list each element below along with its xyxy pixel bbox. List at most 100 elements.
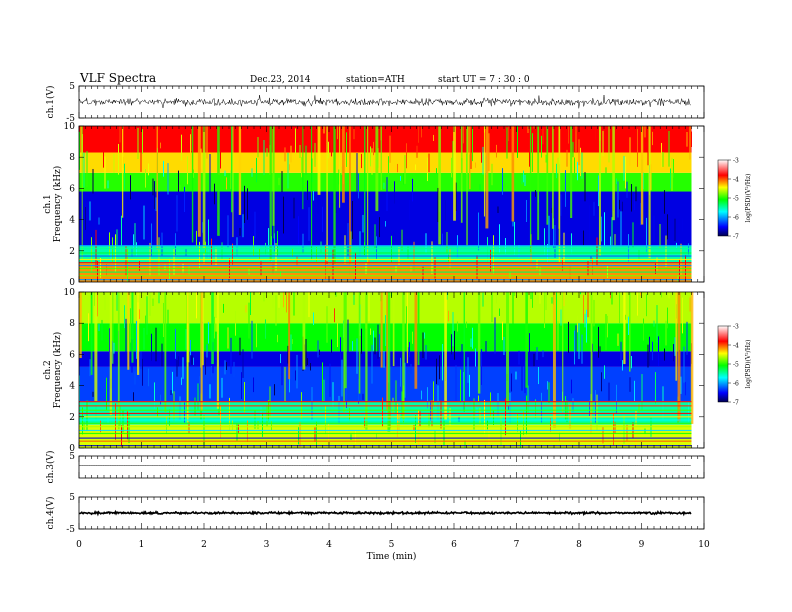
spectral-streak — [608, 126, 610, 163]
spectral-streak — [437, 385, 439, 421]
spectral-streak — [280, 271, 281, 277]
spectral-streak — [157, 407, 158, 418]
spectral-streak — [467, 126, 469, 153]
spectral-streak — [97, 292, 98, 317]
y-tick-label: 6 — [69, 350, 75, 360]
colorbar-tick-label: -6 — [733, 381, 739, 388]
spectral-streak — [346, 132, 347, 167]
spectral-streak — [565, 396, 566, 420]
colorbar-label: log(PSD)(V²/Hz) — [745, 174, 752, 223]
spectral-streak — [595, 126, 596, 140]
spectral-streak — [251, 320, 253, 359]
spectral-streak — [392, 126, 394, 150]
spectral-streak — [233, 361, 235, 377]
spectral-streak — [332, 249, 334, 281]
spectral-streak — [619, 292, 620, 324]
spectral-streak — [575, 325, 577, 355]
spectral-streak — [382, 126, 383, 135]
spectral-burst — [570, 126, 573, 219]
spectral-streak — [341, 359, 343, 397]
spectral-streak — [658, 126, 659, 143]
y-tick-label: 2 — [69, 247, 75, 257]
spectral-streak — [458, 416, 460, 422]
spectral-streak — [232, 420, 233, 431]
spectral-streak — [352, 341, 353, 351]
spectral-streak — [290, 145, 292, 163]
spectral-streak — [326, 306, 328, 343]
spectral-streak — [664, 348, 665, 361]
spectral-streak — [661, 142, 662, 168]
spectral-streak — [679, 258, 680, 282]
spectral-streak — [286, 292, 287, 313]
spectral-streak — [625, 156, 626, 189]
spectral-streak — [155, 197, 157, 212]
spectral-streak — [647, 147, 649, 166]
spectral-streak — [115, 403, 116, 440]
spectral-streak — [245, 305, 247, 313]
spectral-streak — [242, 349, 244, 378]
ch1-waveform-ylabel: ch.1(V) — [45, 86, 56, 119]
spectral-streak — [425, 233, 427, 253]
spectral-streak — [643, 172, 644, 190]
colorbar-tick-label: -4 — [733, 177, 739, 184]
tonal-line — [79, 275, 692, 277]
spectral-streak — [622, 201, 623, 212]
spectral-streak — [260, 405, 262, 420]
spectral-streak — [643, 318, 644, 341]
spectral-streak — [238, 424, 239, 433]
spectral-streak — [140, 351, 142, 369]
spectral-streak — [299, 144, 301, 159]
spectral-streak — [533, 126, 535, 129]
spectral-streak — [79, 131, 80, 170]
spectral-streak — [665, 235, 667, 267]
spectral-streak — [323, 379, 325, 403]
spectral-streak — [433, 381, 434, 406]
spectral-streak — [293, 197, 295, 219]
spectral-streak — [674, 337, 676, 356]
spectral-streak — [271, 421, 272, 431]
spectral-streak — [272, 292, 274, 309]
spectral-streak — [178, 356, 179, 367]
spectral-streak — [205, 241, 206, 254]
spectral-streak — [515, 126, 517, 148]
spectral-streak — [611, 292, 613, 305]
spectral-streak — [490, 249, 491, 273]
spectral-streak — [254, 211, 256, 239]
spectral-streak — [424, 332, 425, 339]
spectral-burst — [269, 126, 272, 261]
spectral-streak — [536, 259, 538, 270]
spectral-burst — [598, 126, 601, 256]
spectral-streak — [224, 360, 226, 375]
spectral-streak — [664, 190, 665, 214]
ch2-spectrogram-ylabel-line: ch.2 — [43, 360, 53, 379]
spectral-streak — [347, 223, 349, 257]
spectral-streak — [80, 126, 82, 156]
spectral-streak — [514, 221, 515, 255]
spectral-streak — [332, 382, 334, 407]
spectral-streak — [451, 157, 452, 178]
spectral-streak — [239, 337, 241, 356]
y-tick-label: -5 — [66, 114, 75, 124]
spectral-streak — [568, 321, 569, 353]
spectral-streak — [608, 382, 610, 401]
spectral-streak — [668, 292, 670, 299]
spectral-streak — [620, 341, 622, 361]
spectral-streak — [646, 217, 647, 252]
spectral-streak — [553, 218, 554, 249]
spectral-streak — [221, 242, 223, 260]
spectral-streak — [682, 218, 683, 232]
spectral-streak — [257, 420, 259, 430]
spectral-streak — [691, 131, 692, 147]
spectral-streak — [550, 126, 551, 144]
spectral-streak — [617, 333, 619, 346]
spectral-streak — [320, 241, 322, 254]
spectral-streak — [376, 236, 377, 260]
spectral-streak — [311, 387, 313, 420]
spectral-streak — [586, 126, 587, 144]
spectral-streak — [433, 134, 434, 141]
spectral-burst — [121, 126, 124, 218]
spectral-streak — [437, 187, 439, 223]
spectral-streak — [398, 414, 400, 430]
spectral-streak — [218, 404, 220, 416]
